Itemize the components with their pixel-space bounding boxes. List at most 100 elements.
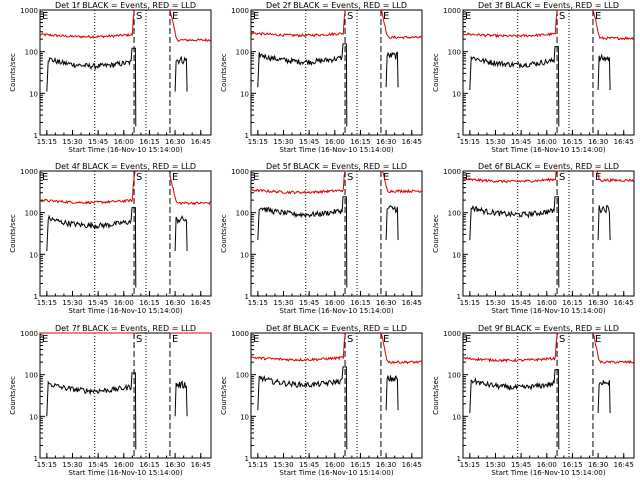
x-tick-label: 16:30 (376, 299, 396, 307)
plot-frame (39, 170, 212, 297)
plot-frame (462, 9, 635, 136)
y-tick-label: 10 (29, 90, 38, 98)
y-tick-label: 1 (245, 293, 249, 301)
panel-title: Det 7f BLACK = Events, RED = LLD (55, 324, 196, 333)
x-tick-label: 16:15 (562, 461, 582, 469)
lld-series-line (592, 333, 635, 365)
panel-9: Det 9f BLACK = Events, RED = LLD 1 10 100 10… (432, 324, 635, 477)
x-tick-label: 16:45 (614, 138, 634, 146)
x-tick-label: 16:15 (350, 138, 370, 146)
marker-label: S (347, 11, 353, 22)
x-tick-label: 16:45 (191, 138, 211, 146)
marker-label: S (136, 11, 142, 22)
x-tick-label: 16:45 (191, 461, 211, 469)
panel-title: Det 9f BLACK = Events, RED = LLD (478, 324, 619, 333)
panel-title: Det 6f BLACK = Events, RED = LLD (478, 162, 619, 171)
x-axis-label: Start Time (16-Nov-10 15:14:00) (279, 469, 393, 477)
marker-label: E (42, 11, 48, 22)
marker-label: S (136, 172, 142, 183)
panel-3: Det 3f BLACK = Events, RED = LLD 1 10 100 10… (432, 1, 635, 154)
y-tick-label: 100 (25, 49, 38, 57)
plot-frame (250, 9, 423, 136)
marker-label: E (42, 172, 48, 183)
lld-series-line (169, 174, 212, 206)
x-tick-label: 16:00 (114, 138, 134, 146)
marker-label: S (559, 334, 565, 345)
x-tick-label: 16:30 (588, 461, 608, 469)
events-series-line (597, 380, 611, 414)
x-tick-label: 16:30 (588, 299, 608, 307)
y-tick-label: 100 (236, 372, 249, 380)
lld-series-line (169, 9, 212, 43)
x-tick-label: 15:30 (62, 461, 82, 469)
lld-series-line (462, 170, 559, 184)
x-tick-label: 16:45 (402, 299, 422, 307)
marker-label: E (253, 334, 259, 345)
x-axis-label: Start Time (16-Nov-10 15:14:00) (68, 146, 182, 154)
y-axis-label: Counts/sec (9, 53, 17, 92)
x-tick-label: 15:30 (485, 138, 505, 146)
x-tick-label: 16:00 (325, 138, 345, 146)
events-series-line (257, 43, 348, 127)
lld-series-line (593, 170, 635, 183)
panel-6: Det 6f BLACK = Events, RED = LLD 1 10 100 10… (432, 162, 635, 315)
events-series-line (385, 51, 399, 88)
events-series-line (469, 196, 560, 288)
panel-5: Det 5f BLACK = Events, RED = LLD 1 10 100 10… (220, 162, 423, 315)
panel-title: Det 3f BLACK = Events, RED = LLD (478, 1, 619, 10)
plot-frame (462, 332, 635, 459)
x-tick-label: 16:15 (139, 138, 159, 146)
plot-frame (39, 332, 212, 459)
y-axis-label: Counts/sec (432, 53, 440, 92)
lld-series-line (250, 9, 347, 38)
y-tick-label: 10 (452, 413, 461, 421)
y-tick-label: 1000 (231, 7, 249, 15)
y-tick-label: 1 (34, 455, 38, 463)
y-tick-label: 1 (457, 455, 461, 463)
panel-title: Det 2f BLACK = Events, RED = LLD (266, 1, 407, 10)
x-tick-label: 15:45 (88, 138, 108, 146)
y-tick-label: 1000 (20, 7, 38, 15)
x-tick-label: 15:15 (460, 138, 480, 146)
marker-label: E (172, 172, 178, 183)
events-series-line (46, 372, 137, 450)
panel-title: Det 5f BLACK = Events, RED = LLD (266, 162, 407, 171)
y-axis-label: Counts/sec (220, 376, 228, 415)
marker-label: E (383, 11, 389, 22)
x-tick-label: 15:15 (460, 299, 480, 307)
y-tick-label: 100 (236, 49, 249, 57)
y-tick-label: 1 (34, 293, 38, 301)
x-tick-label: 15:45 (511, 461, 531, 469)
marker-label: E (172, 334, 178, 345)
panel-8: Det 8f BLACK = Events, RED = LLD 1 10 100 10… (220, 324, 423, 477)
x-tick-label: 15:45 (511, 138, 531, 146)
plot-frame (250, 332, 423, 459)
y-tick-label: 1 (245, 455, 249, 463)
x-tick-label: 16:30 (376, 138, 396, 146)
x-tick-label: 16:00 (537, 138, 557, 146)
events-series-line (597, 53, 611, 91)
x-tick-label: 16:45 (614, 461, 634, 469)
x-tick-label: 16:45 (402, 138, 422, 146)
panel-title: Det 8f BLACK = Events, RED = LLD (266, 324, 407, 333)
x-tick-label: 16:45 (402, 461, 422, 469)
marker-label: E (42, 334, 48, 345)
marker-label: E (383, 334, 389, 345)
x-tick-label: 16:00 (114, 299, 134, 307)
marker-label: E (465, 172, 471, 183)
x-tick-label: 15:15 (248, 299, 268, 307)
marker-label: E (172, 11, 178, 22)
x-tick-label: 16:30 (376, 461, 396, 469)
x-tick-label: 15:45 (299, 461, 319, 469)
y-tick-label: 1000 (443, 330, 461, 338)
x-tick-label: 16:30 (588, 138, 608, 146)
y-tick-label: 1 (245, 132, 249, 140)
lld-series-line (592, 9, 635, 41)
x-tick-label: 16:00 (537, 461, 557, 469)
y-tick-label: 100 (25, 372, 38, 380)
y-tick-label: 10 (452, 251, 461, 259)
events-series-line (597, 204, 611, 241)
x-tick-label: 16:45 (191, 299, 211, 307)
x-tick-label: 16:15 (350, 461, 370, 469)
